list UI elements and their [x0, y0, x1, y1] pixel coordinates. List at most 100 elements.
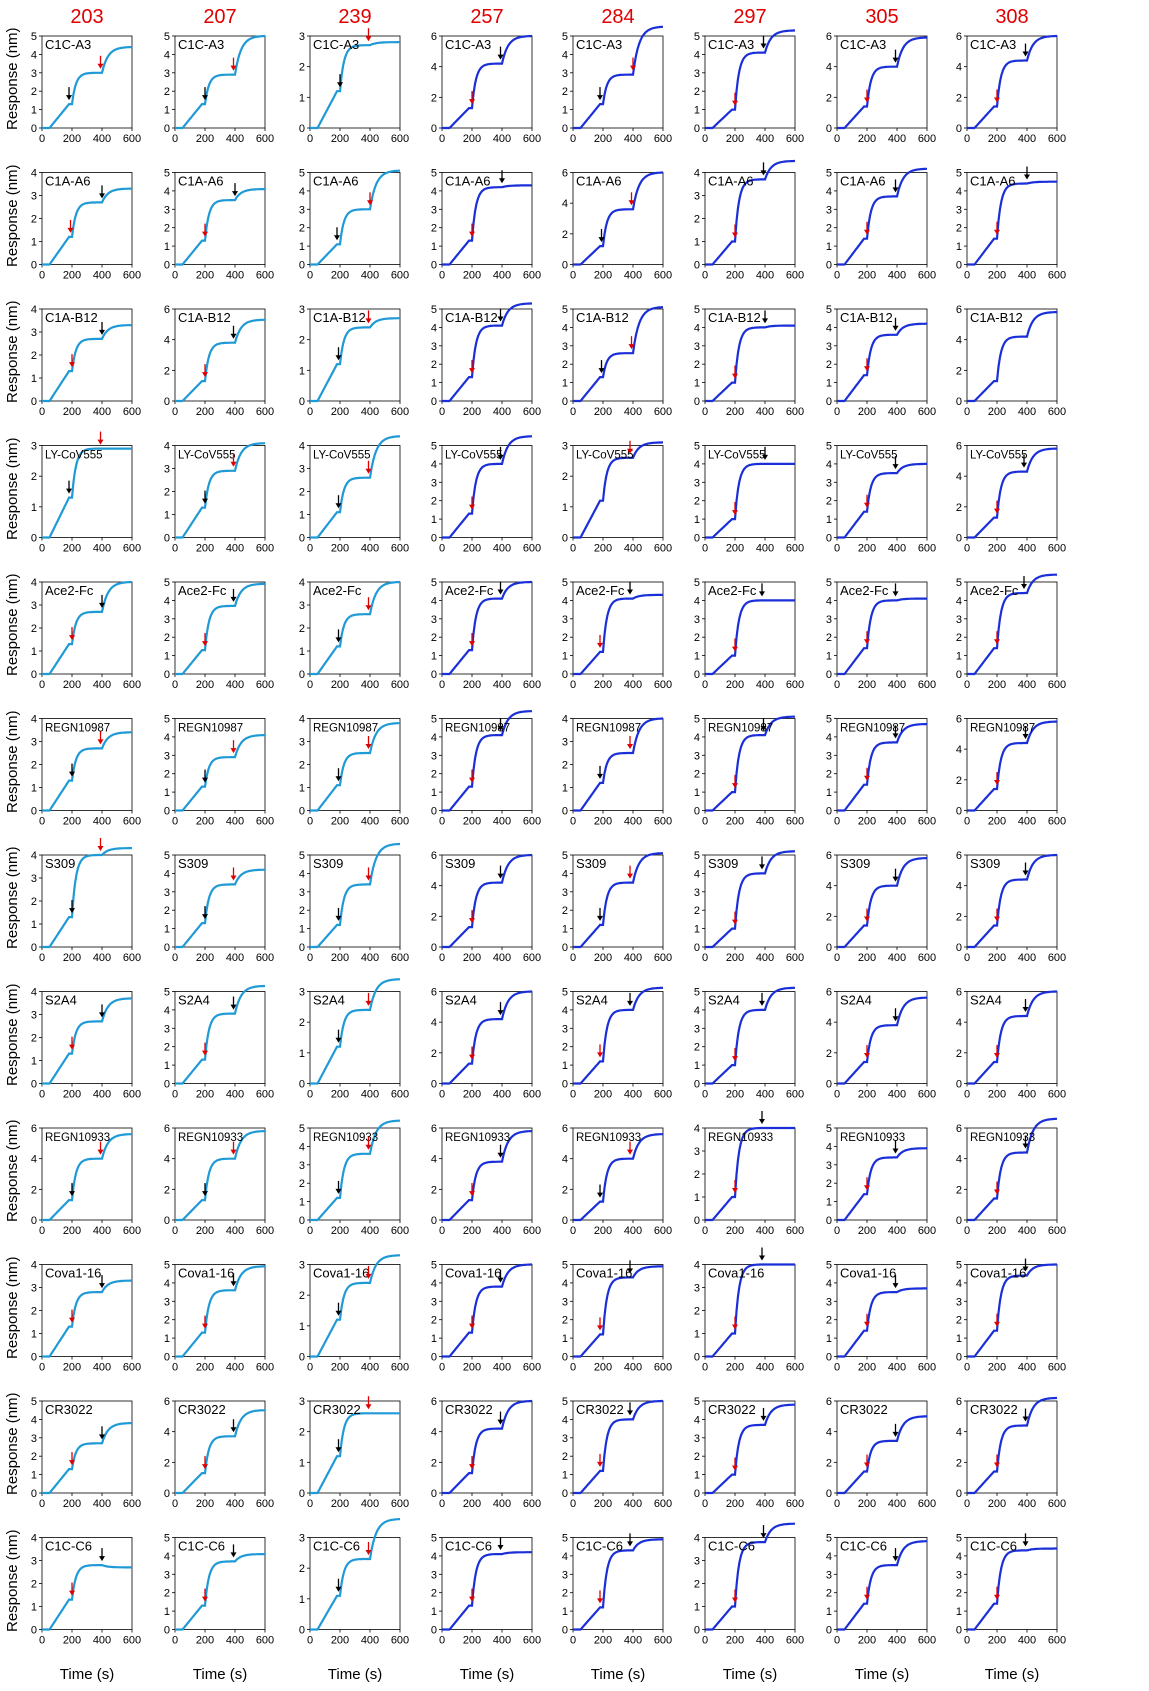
x-tick-label: 600 — [1048, 1362, 1066, 1374]
y-tick-label: 5 — [956, 1260, 962, 1272]
column-header: 239 — [338, 6, 372, 28]
panel: 0 1 2 3 4 5 0 200 400 600 C1A-A6 — [431, 168, 541, 282]
y-tick-label: 2 — [562, 1588, 568, 1600]
y-tick-label: 0 — [31, 1215, 37, 1227]
panel: 0 2 4 6 0 200 400 600 LY-CoV555 — [956, 441, 1066, 555]
x-tick-label: 0 — [964, 952, 970, 964]
x-tick-label: 0 — [570, 1362, 576, 1374]
y-tick-label: 4 — [562, 1278, 568, 1290]
panel: 0 2 4 6 0 200 400 600 C1C-A3 — [826, 31, 936, 145]
arrow-head — [627, 1000, 633, 1006]
x-tick-label: 200 — [63, 1498, 81, 1510]
x-tick-label: 0 — [834, 679, 840, 691]
panel-title: REGN10933 — [313, 1132, 378, 1144]
x-tick-label: 0 — [439, 1635, 445, 1647]
y-tick-label: 0 — [31, 1079, 37, 1091]
panel-title: S2A4 — [445, 993, 477, 1008]
y-tick-label: 0 — [164, 669, 170, 681]
x-tick-label: 200 — [463, 270, 481, 282]
panel-title: Ace2-Fc — [45, 583, 94, 598]
x-tick-label: 400 — [1018, 270, 1036, 282]
series-line — [310, 1119, 401, 1222]
x-tick-label: 200 — [988, 816, 1006, 828]
x-tick-label: 400 — [1018, 1498, 1036, 1510]
x-tick-label: 600 — [391, 133, 409, 145]
y-tick-label: 5 — [164, 850, 170, 862]
panel-title: C1C-A3 — [45, 37, 91, 52]
panel: 0 1 2 3 0 200 400 600 CR3022 — [299, 1396, 409, 1510]
x-tick-label: 0 — [307, 1225, 313, 1237]
x-tick-label: 0 — [964, 679, 970, 691]
y-tick-label: 2 — [956, 911, 962, 923]
x-tick-label: 0 — [439, 679, 445, 691]
arrow-head — [994, 639, 1000, 645]
plot-frame — [572, 35, 664, 129]
y-tick-label: 2 — [956, 223, 962, 235]
y-tick-label: 0 — [31, 669, 37, 681]
panel-title: CR3022 — [178, 1402, 226, 1417]
series-line — [175, 1553, 265, 1631]
y-tick-label: 4 — [956, 595, 962, 607]
y-tick-label: 5 — [826, 1533, 832, 1545]
arrow-head — [367, 200, 373, 206]
y-tick-label: 3 — [31, 1283, 37, 1295]
y-tick-label: 0 — [956, 396, 962, 408]
series-line — [705, 1263, 795, 1358]
y-tick-label: 3 — [694, 887, 700, 899]
y-tick-label: 2 — [164, 1457, 170, 1469]
x-tick-label: 600 — [786, 543, 804, 555]
y-tick-label: 0 — [431, 1079, 437, 1091]
arrow-head — [864, 1462, 870, 1468]
series-line — [837, 36, 928, 130]
x-tick-label: 0 — [570, 952, 576, 964]
panel: 0 1 2 3 4 5 0 200 400 600 C1C-C6 — [826, 1533, 936, 1647]
series-line — [967, 34, 1057, 130]
x-tick-label: 200 — [988, 1089, 1006, 1101]
y-tick-label: 2 — [31, 86, 37, 98]
panel: 0 1 2 3 4 5 0 200 400 600 Cova1-16 — [562, 1260, 672, 1374]
y-tick-label: 0 — [31, 533, 37, 545]
arrow-head — [1022, 1007, 1029, 1013]
plot-frame — [309, 991, 401, 1084]
x-tick-label: 600 — [256, 406, 274, 418]
y-tick-label: 1 — [299, 510, 305, 522]
y-tick-label: 1 — [562, 1333, 568, 1345]
series-line — [837, 462, 927, 539]
y-tick-label: 1 — [562, 1606, 568, 1618]
y-tick-label: 0 — [164, 806, 170, 818]
arrow-head — [499, 178, 505, 184]
y-tick-label: 0 — [826, 1215, 832, 1227]
panel-title: Ace2-Fc — [970, 583, 1019, 598]
arrow-head — [627, 873, 633, 879]
x-tick-label: 200 — [858, 1089, 876, 1101]
panel-title: REGN10933 — [840, 1132, 905, 1144]
panel-title: C1A-B12 — [445, 310, 498, 325]
y-tick-label: 5 — [562, 1396, 568, 1408]
y-tick-label: 4 — [694, 1260, 700, 1272]
panel: 0 1 2 3 4 5 0 200 400 600 C1A-B12 — [826, 304, 936, 418]
y-tick-label: 1 — [694, 1192, 700, 1204]
x-tick-label: 400 — [493, 133, 511, 145]
panel-title: C1A-B12 — [576, 310, 629, 325]
arrow-head — [732, 783, 738, 789]
x-tick-label: 600 — [786, 1498, 804, 1510]
y-tick-label: 3 — [694, 1556, 700, 1568]
x-tick-label: 200 — [463, 406, 481, 418]
arrow-head — [202, 777, 208, 783]
y-tick-label: 3 — [956, 1296, 962, 1308]
arrow-head — [864, 1321, 870, 1327]
y-tick-label: 6 — [562, 168, 568, 180]
series-line — [967, 990, 1057, 1085]
panel-title: C1C-A3 — [708, 37, 754, 52]
y-tick-label: 0 — [31, 1625, 37, 1637]
y-tick-label: 2 — [164, 487, 170, 499]
y-tick-label: 3 — [299, 1260, 305, 1272]
series-line — [310, 435, 400, 539]
arrow-head — [202, 1191, 208, 1197]
panel: 0 1 2 3 4 0 200 400 600 Cova1-16 — [694, 1247, 804, 1374]
x-tick-label: 200 — [594, 816, 612, 828]
x-tick-label: 0 — [702, 1225, 708, 1237]
arrow-head — [597, 1325, 603, 1331]
y-tick-label: 2 — [431, 1315, 437, 1327]
y-tick-label: 3 — [562, 1023, 568, 1035]
